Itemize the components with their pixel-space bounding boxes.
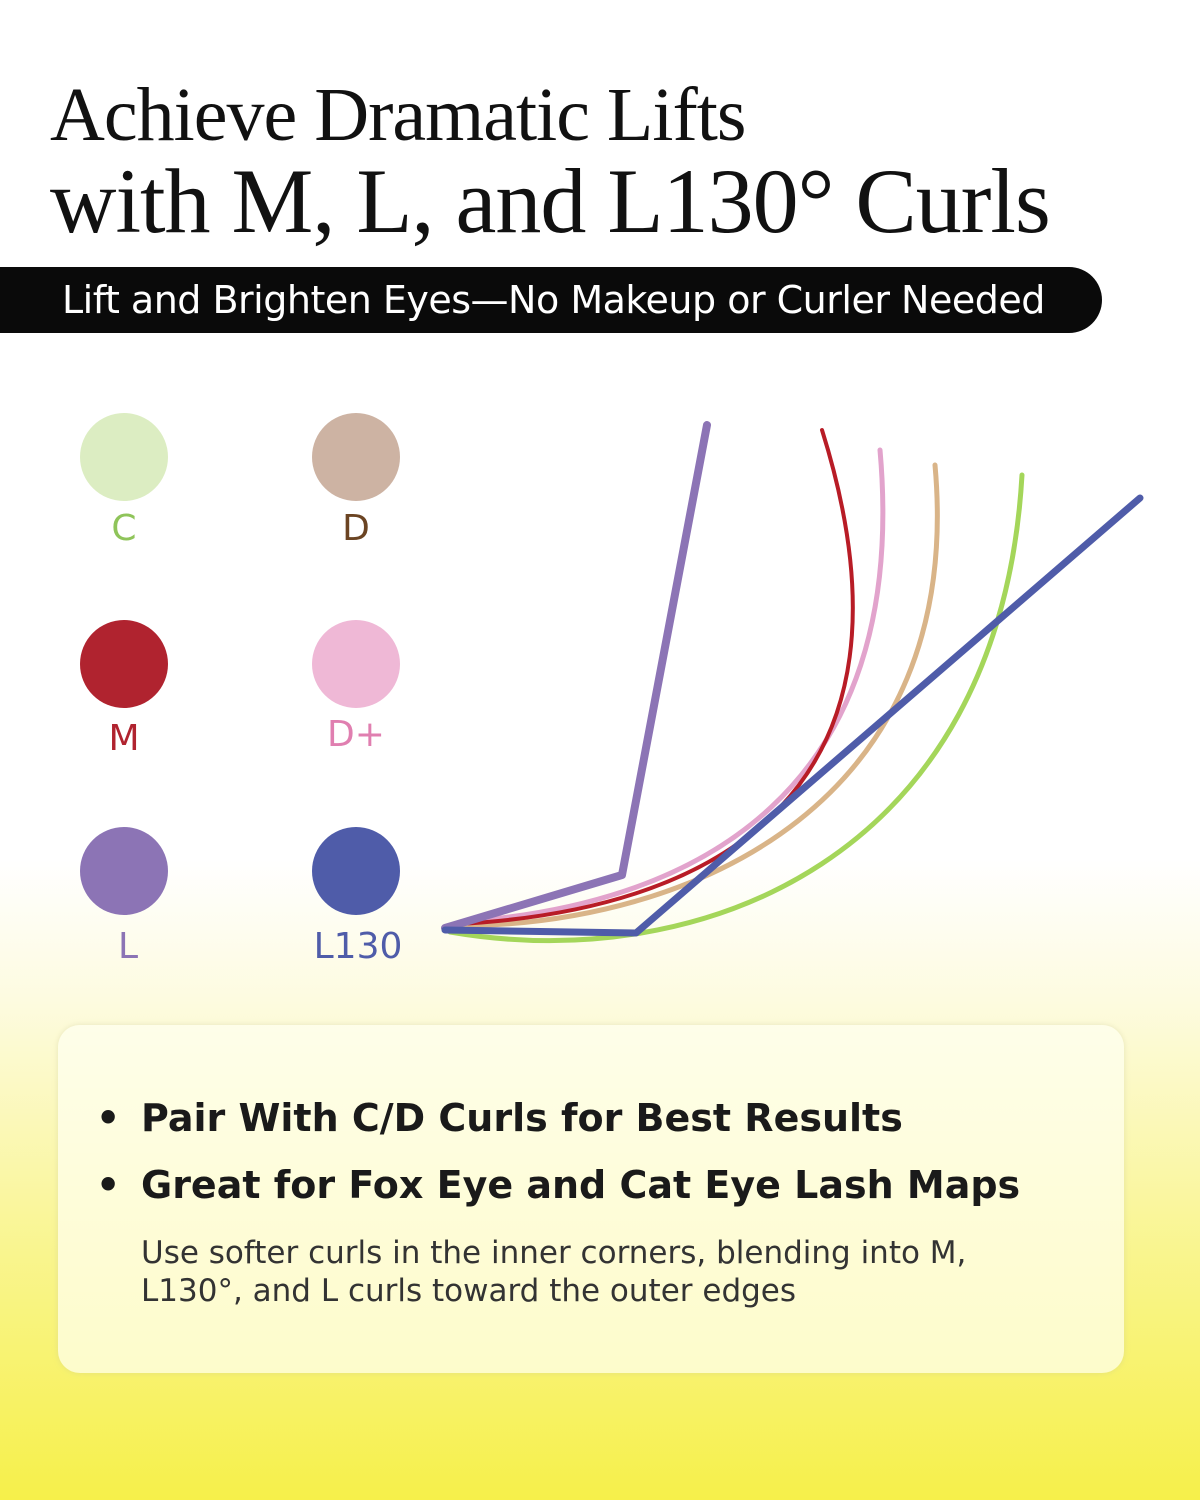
bullet-icon: •	[96, 1163, 121, 1207]
curve-l130	[441, 494, 1144, 937]
tip-note: Use softer curls in the inner corners, b…	[141, 1235, 967, 1309]
bullet-item: • Great for Fox Eye and Cat Eye Lash Maps	[96, 1163, 1020, 1207]
legend-label-m: M	[108, 718, 140, 759]
legend-label-d: D	[342, 508, 370, 549]
legend-dot-c	[80, 413, 168, 501]
bullet-item: • Pair With C/D Curls for Best Results	[96, 1096, 903, 1140]
legend-dot-d-plus	[312, 620, 400, 708]
legend-label-c: C	[111, 508, 137, 549]
legend-dot-d	[312, 413, 400, 501]
legend-label-l130: L130	[313, 926, 403, 967]
bullet-text: Great for Fox Eye and Cat Eye Lash Maps	[141, 1163, 1021, 1207]
title-line-2: with M, L, and L130° Curls	[50, 150, 1051, 252]
curve-d-plus	[457, 447, 886, 925]
subtitle-banner: Lift and Brighten Eyes—No Makeup or Curl…	[0, 267, 1102, 333]
legend-label-l: L	[117, 926, 139, 967]
legend-dot-l	[80, 827, 168, 915]
legend-dot-m	[80, 620, 168, 708]
legend-label-d-plus: D+	[327, 714, 385, 755]
bullet-icon: •	[96, 1096, 121, 1140]
title-line-1: Achieve Dramatic Lifts	[50, 73, 746, 157]
bullet-text: Pair With C/D Curls for Best Results	[141, 1096, 903, 1140]
legend-dot-l130	[312, 827, 400, 915]
tips-card	[58, 1025, 1124, 1373]
curve-l	[441, 421, 711, 932]
curve-d	[452, 462, 940, 929]
